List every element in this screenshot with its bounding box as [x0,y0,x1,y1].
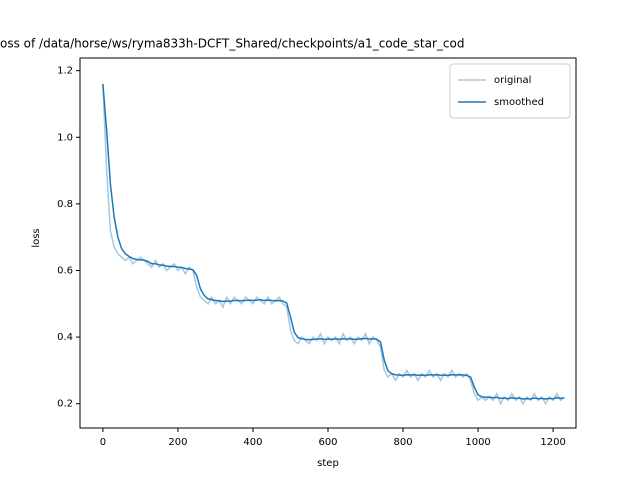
x-tick-label: 400 [243,437,262,448]
series-line [102,83,565,400]
chart-title: oss of /data/horse/ws/ryma833h-DCFT_Shar… [0,37,464,51]
x-tick-label: 1000 [465,437,490,448]
legend-box [449,63,571,119]
y-tick-label: 0.2 [57,399,73,410]
y-tick-label: 1.0 [57,132,73,143]
legend-label: smoothed [494,97,544,108]
x-tick-label: 800 [393,437,412,448]
y-tick-label: 0.6 [57,265,73,276]
legend-label: original [494,75,531,86]
x-axis-label: step [317,458,339,469]
y-tick-label: 1.2 [57,66,73,77]
x-tick-label: 600 [318,437,337,448]
plot-frame [79,57,577,429]
y-tick-label: 0.4 [57,332,73,343]
y-tick-label: 0.8 [57,199,73,210]
x-tick-label: 0 [100,437,106,448]
x-tick-label: 200 [168,437,187,448]
y-axis-label: loss [31,228,42,247]
x-tick-label: 1200 [540,437,565,448]
